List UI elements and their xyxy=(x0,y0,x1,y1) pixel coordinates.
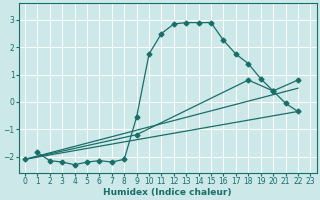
X-axis label: Humidex (Indice chaleur): Humidex (Indice chaleur) xyxy=(103,188,232,197)
